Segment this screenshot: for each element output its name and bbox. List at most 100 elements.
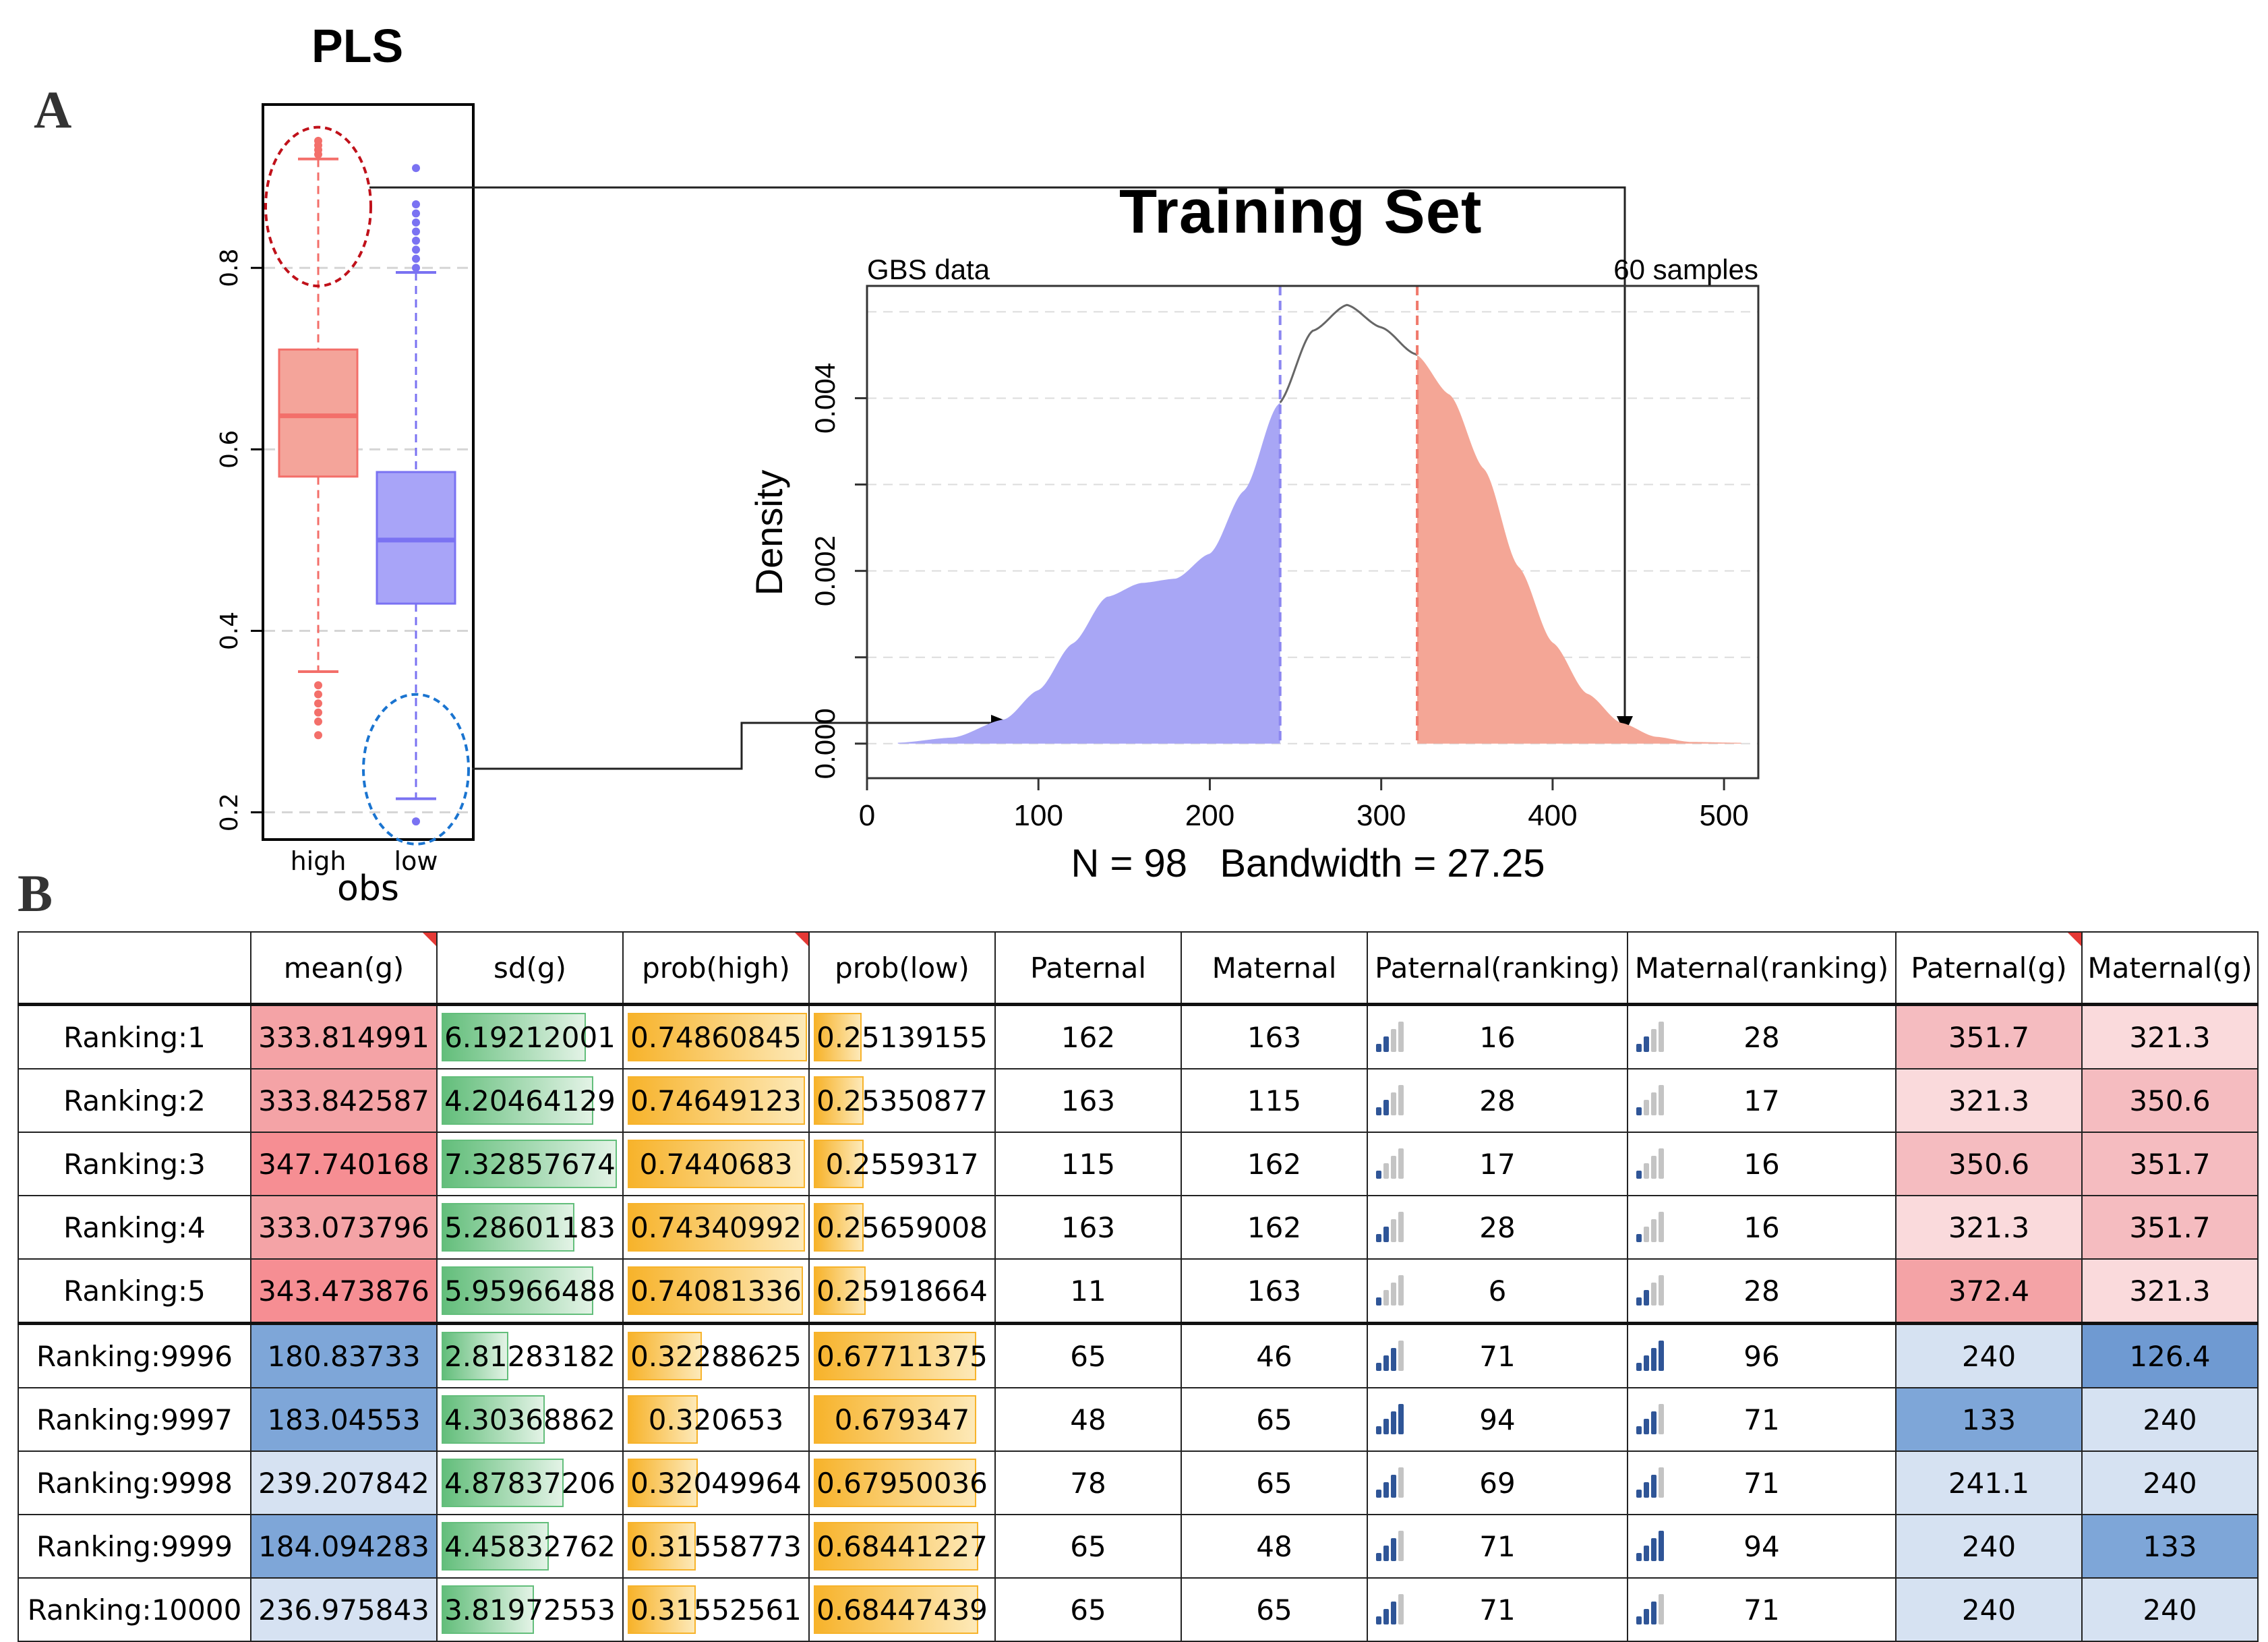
table-row: Ranking:3 347.740168 7.32857674 0.7440683 0.… — [18, 1132, 2259, 1196]
mean-cell: 180.83733 — [250, 1322, 438, 1388]
signal-bars-icon — [1376, 1022, 1404, 1052]
sd-cell: 6.19212001 — [436, 1003, 624, 1069]
paternal-g-cell: 321.3 — [1895, 1068, 2083, 1133]
maternal-ranking-cell: 71 — [1627, 1450, 1897, 1515]
cell-value: 0.67711375 — [816, 1339, 988, 1373]
paternal-ranking-cell: 6 — [1367, 1258, 1628, 1324]
density-xlabel: N = 98 Bandwidth = 27.25 — [1071, 842, 1545, 885]
mean-cell: 333.814991 — [250, 1003, 438, 1069]
paternal-g-cell: 351.7 — [1895, 1003, 2083, 1069]
cell-value: 28 — [1479, 1210, 1516, 1244]
maternal-ranking-cell: 71 — [1627, 1387, 1897, 1452]
rank-label: Ranking:9996 — [18, 1322, 251, 1388]
paternal-ranking-cell: 94 — [1367, 1387, 1628, 1452]
maternal-cell: 162 — [1181, 1195, 1368, 1260]
signal-bars-icon — [1376, 1531, 1404, 1561]
cell-value: 0.25659008 — [816, 1210, 988, 1244]
density-subtitle-right: 60 samples — [1613, 254, 1758, 285]
data-bar — [814, 1203, 864, 1252]
cell-value: 0.25918664 — [816, 1274, 988, 1308]
density-subtitle-left: GBS data — [867, 254, 990, 285]
maternal-cell: 65 — [1181, 1577, 1368, 1642]
maternal-g-cell: 350.6 — [2081, 1068, 2259, 1133]
data-bar — [628, 1013, 807, 1061]
column-header: Paternal(ranking) — [1367, 931, 1628, 1006]
boxplot-outlier — [412, 164, 420, 173]
paternal-cell: 65 — [994, 1514, 1182, 1579]
cell-value: 2.81283182 — [444, 1339, 616, 1373]
data-bar — [442, 1332, 508, 1380]
cell-value: 16 — [1479, 1020, 1516, 1054]
data-bar — [814, 1140, 864, 1188]
rank-label: Ranking:9997 — [18, 1387, 251, 1452]
column-header: Maternal — [1181, 931, 1368, 1006]
prob-high-cell: 0.74860845 — [622, 1003, 810, 1069]
boxplot-frame — [262, 103, 475, 841]
column-header: Maternal(g) — [2081, 931, 2259, 1006]
maternal-cell: 65 — [1181, 1387, 1368, 1452]
boxplot-outlier — [412, 245, 420, 254]
table-row: Ranking:9996 180.83733 2.81283182 0.3228862… — [18, 1322, 2259, 1388]
paternal-cell: 11 — [994, 1258, 1182, 1324]
density-low-region — [897, 403, 1280, 744]
signal-bars-icon — [1636, 1341, 1664, 1371]
data-bar — [628, 1076, 806, 1125]
maternal-g-cell: 321.3 — [2081, 1003, 2259, 1069]
cell-value: 28 — [1743, 1274, 1780, 1308]
rank-label: Ranking:10000 — [18, 1577, 251, 1642]
cell-value: 0.68441227 — [816, 1529, 988, 1563]
paternal-g-cell: 133 — [1895, 1387, 2083, 1452]
paternal-cell: 162 — [994, 1003, 1182, 1069]
prob-high-cell: 0.320653 — [622, 1387, 810, 1452]
column-header: mean(g) — [250, 931, 438, 1006]
data-bar — [442, 1459, 564, 1507]
mean-cell: 343.473876 — [250, 1258, 438, 1324]
cell-value: 4.87837206 — [444, 1466, 616, 1500]
prob-high-cell: 0.74340992 — [622, 1195, 810, 1260]
boxplot-outlier — [412, 817, 420, 826]
mean-cell: 236.975843 — [250, 1577, 438, 1642]
comment-marker-icon — [795, 933, 808, 946]
cell-value: 0.32049964 — [630, 1466, 802, 1500]
prob-high-cell: 0.74649123 — [622, 1068, 810, 1133]
signal-bars-icon — [1636, 1531, 1664, 1561]
prob-high-cell: 0.74081336 — [622, 1258, 810, 1324]
cell-value: 0.679347 — [834, 1403, 970, 1436]
density-ylabel: Density — [748, 470, 790, 596]
sd-cell: 2.81283182 — [436, 1322, 624, 1388]
density-title: Training Set — [1119, 177, 1483, 246]
prob-low-cell: 0.68441227 — [808, 1514, 996, 1579]
cell-value: 94 — [1743, 1529, 1780, 1563]
paternal-cell: 78 — [994, 1450, 1182, 1515]
maternal-g-cell: 321.3 — [2081, 1258, 2259, 1324]
boxplot-ytick-label: 0.6 — [216, 430, 243, 469]
signal-bars-icon — [1636, 1212, 1664, 1242]
prob-low-cell: 0.67711375 — [808, 1322, 996, 1388]
boxplot-ytick-label: 0.2 — [216, 793, 243, 831]
data-bar — [814, 1522, 978, 1571]
data-bar — [628, 1203, 806, 1252]
paternal-g-cell: 240 — [1895, 1322, 2083, 1388]
mean-cell: 333.842587 — [250, 1068, 438, 1133]
table-row: Ranking:1 333.814991 6.19212001 0.74860845 0… — [18, 1003, 2259, 1069]
cell-value: 0.31558773 — [630, 1529, 802, 1563]
mean-cell: 347.740168 — [250, 1132, 438, 1196]
maternal-cell: 46 — [1181, 1322, 1368, 1388]
connector-low — [472, 722, 998, 770]
data-bar — [628, 1585, 696, 1634]
maternal-g-cell: 351.7 — [2081, 1195, 2259, 1260]
data-bar — [628, 1332, 702, 1380]
boxplot-title: PLS — [311, 20, 404, 72]
rank-label: Ranking:4 — [18, 1195, 251, 1260]
boxplot-outlier — [412, 227, 420, 236]
cell-value: 6 — [1488, 1274, 1507, 1308]
data-bar — [442, 1585, 534, 1634]
signal-bars-icon — [1636, 1085, 1664, 1115]
density-xtick-label: 200 — [1185, 799, 1234, 832]
cell-value: 16 — [1743, 1147, 1780, 1181]
cell-value: 4.20464129 — [444, 1084, 616, 1117]
cell-value: 0.68447439 — [816, 1593, 988, 1626]
cell-value: 17 — [1479, 1147, 1516, 1181]
cell-value: 0.25350877 — [816, 1084, 988, 1117]
maternal-cell: 163 — [1181, 1003, 1368, 1069]
